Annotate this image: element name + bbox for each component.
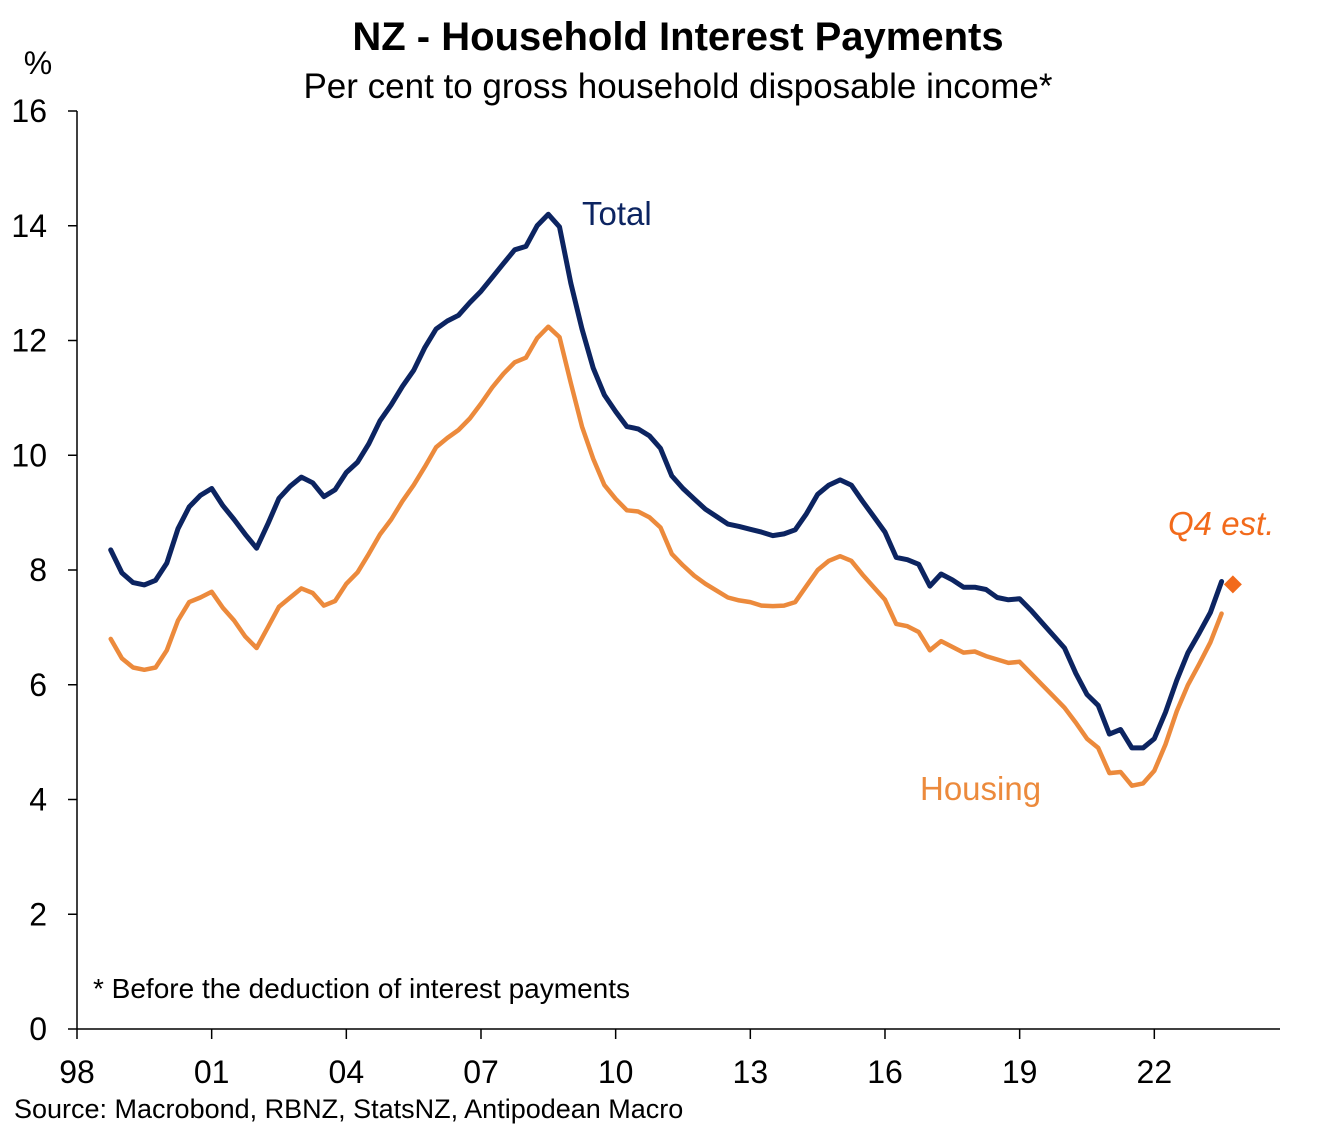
source-note: Source: Macrobond, RBNZ, StatsNZ, Antipo… (14, 1094, 683, 1124)
x-tick-label: 22 (1137, 1054, 1173, 1090)
x-axis: 98 01 04 07 10 13 16 19 22 (59, 1029, 1172, 1090)
x-tick-label: 13 (733, 1054, 769, 1090)
x-tick-label: 16 (867, 1054, 903, 1090)
series-label-housing: Housing (920, 770, 1041, 807)
x-tick-label: 04 (329, 1054, 365, 1090)
q4-estimate-label: Q4 est. (1168, 505, 1274, 542)
series-line-total (108, 211, 1225, 751)
x-tick-label: 10 (598, 1054, 634, 1090)
x-tick-label: 01 (194, 1054, 230, 1090)
y-tick-label: 0 (29, 1011, 47, 1047)
y-tick-label: 8 (29, 552, 47, 588)
x-tick-label: 98 (59, 1054, 95, 1090)
marker-layer (1223, 575, 1242, 594)
y-axis-unit-label: % (24, 45, 52, 81)
y-tick-label: 6 (29, 667, 47, 703)
y-tick-label: 14 (11, 208, 47, 244)
y-tick-label: 2 (29, 896, 47, 932)
y-axis: 0 2 4 6 8 10 12 14 16 (11, 93, 77, 1047)
y-tick-label: 10 (11, 437, 47, 473)
series-line-housing (108, 324, 1224, 788)
series-layer (108, 211, 1225, 788)
chart-title: NZ - Household Interest Payments (352, 15, 1003, 59)
y-tick-label: 12 (11, 323, 47, 359)
x-tick-label: 19 (1002, 1054, 1038, 1090)
footnote: * Before the deduction of interest payme… (93, 973, 630, 1004)
y-tick-label: 4 (29, 782, 47, 818)
y-tick-label: 16 (11, 93, 47, 129)
q4-estimate-marker (1223, 575, 1242, 594)
chart-subtitle: Per cent to gross household disposable i… (303, 67, 1052, 106)
series-label-total: Total (582, 195, 652, 232)
x-tick-label: 07 (463, 1054, 499, 1090)
